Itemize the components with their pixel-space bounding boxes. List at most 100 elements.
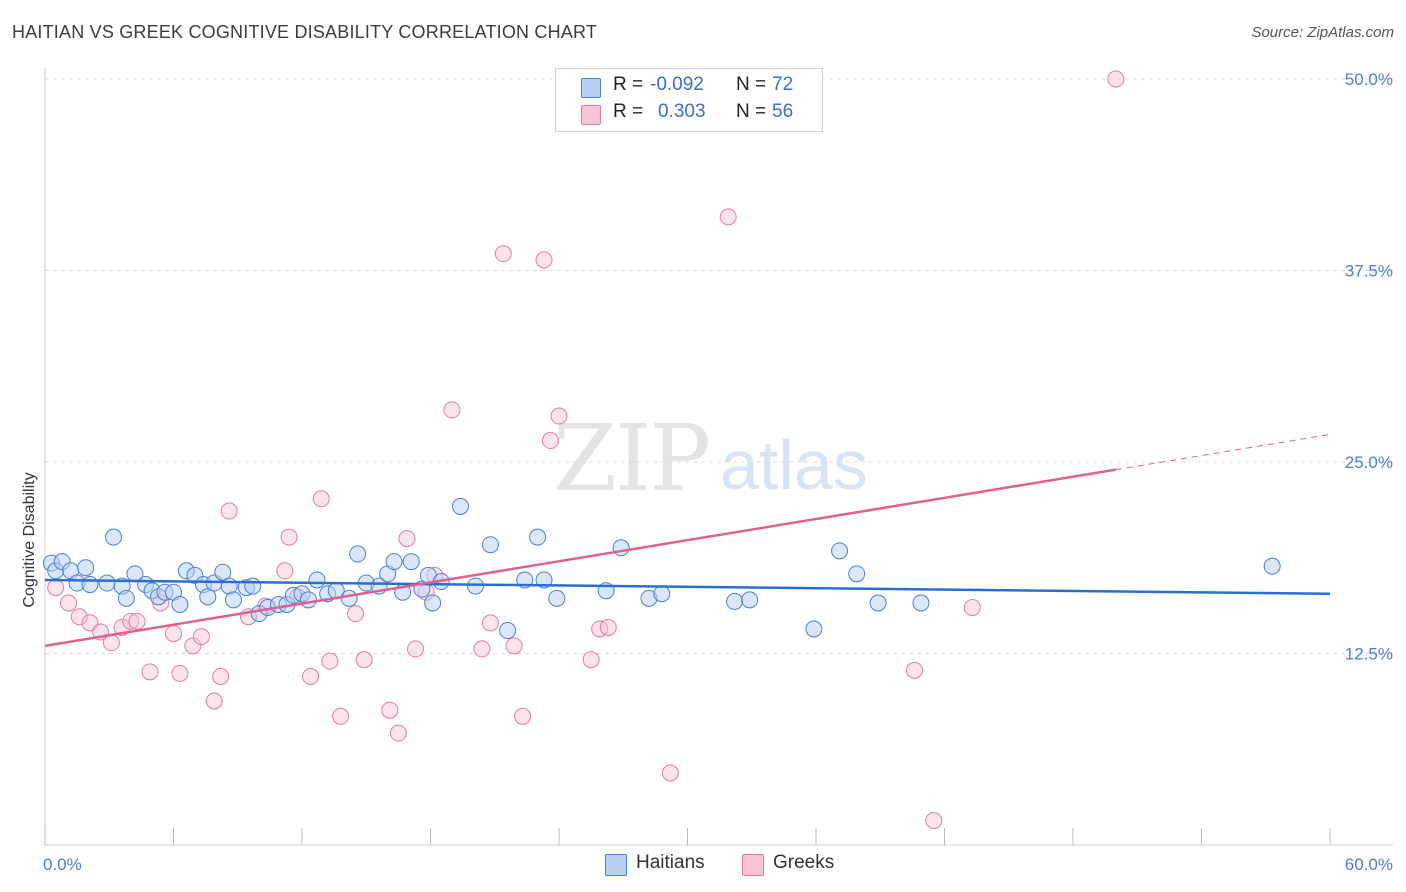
greeks-point	[963, 599, 981, 617]
haitians-point	[424, 594, 442, 612]
haitians-point	[1263, 557, 1281, 575]
legend-n-label: N =	[736, 74, 767, 95]
greeks-point	[276, 562, 294, 580]
greeks-point	[906, 661, 924, 679]
greeks-point	[128, 612, 146, 630]
y-axis-label: Cognitive Disability	[21, 472, 38, 607]
greeks-point	[599, 618, 617, 636]
greeks-point	[1107, 70, 1125, 88]
gridlines	[45, 78, 1393, 654]
watermark-zip: ZIP	[553, 405, 711, 512]
greeks-point	[389, 724, 407, 742]
haitians-point	[726, 592, 744, 610]
haitians-point	[77, 559, 95, 577]
haitians-point	[199, 588, 217, 606]
greeks-point	[719, 208, 737, 226]
legend-n-value: 56	[772, 101, 794, 122]
haitians-point	[831, 542, 849, 560]
greeks-point	[661, 764, 679, 782]
haitians-point	[244, 577, 262, 595]
greeks-point	[473, 640, 491, 658]
greeks-point	[355, 651, 373, 669]
haitians-point	[535, 571, 553, 589]
haitians-point	[805, 620, 823, 638]
haitians-points	[42, 497, 1281, 640]
greeks-swatch	[581, 105, 601, 125]
haitians-point	[451, 497, 469, 515]
haitians-point	[224, 591, 242, 609]
greeks-point	[925, 811, 943, 829]
greeks-point	[541, 432, 559, 450]
legend-r-label: R =	[613, 74, 644, 95]
greeks-point	[60, 594, 78, 612]
watermark-atlas: atlas	[720, 426, 868, 504]
greeks-point	[535, 251, 553, 269]
greeks-point	[407, 640, 425, 658]
legend-row-greeks: R = 0.303 N = 56	[556, 101, 822, 127]
haitians-point	[385, 553, 403, 571]
y-tick-label: 37.5%	[1345, 262, 1393, 281]
haitians-point	[466, 577, 484, 595]
haitians-point	[869, 594, 887, 612]
greeks-point	[481, 614, 499, 632]
haitians-point	[81, 576, 99, 594]
greeks-point	[514, 707, 532, 725]
haitians-point	[308, 571, 326, 589]
greeks-point	[184, 637, 202, 655]
haitians-point	[499, 622, 517, 640]
haitians-trend-line	[44, 578, 1331, 596]
haitians-point	[402, 553, 420, 571]
greeks-point	[321, 652, 339, 670]
greeks-point	[70, 608, 88, 626]
greeks-point	[171, 664, 189, 682]
greeks-point	[102, 634, 120, 652]
haitians-point	[349, 545, 367, 563]
haitians-point	[481, 536, 499, 554]
haitians-point	[612, 539, 630, 557]
legend-r-label: R =	[613, 101, 644, 122]
legend-n-value: 72	[772, 74, 794, 95]
greeks-point	[550, 407, 568, 425]
haitians-point	[912, 594, 930, 612]
series-legend: Haitians Greeks	[0, 852, 1406, 878]
legend-row-haitians: R = -0.092 N = 72	[556, 74, 822, 100]
greeks-point	[205, 692, 223, 710]
haitians-legend-swatch	[605, 854, 627, 876]
greeks-point	[165, 625, 182, 643]
haitians-point	[214, 563, 232, 581]
greeks-point	[332, 707, 350, 725]
haitians-point	[299, 591, 317, 609]
greeks-point	[122, 612, 140, 630]
haitians-point	[848, 565, 866, 583]
greeks-point	[591, 620, 609, 638]
greeks-point	[381, 701, 399, 719]
greeks-legend-label: Greeks	[773, 852, 835, 873]
greeks-point	[398, 530, 416, 548]
axes	[44, 68, 1393, 846]
legend-r-value: 0.303	[658, 101, 706, 122]
source-label: Source: ZipAtlas.com	[1251, 24, 1394, 41]
greeks-trend-extension	[1115, 433, 1331, 471]
correlation-legend: R = -0.092 N = 72 R = 0.303 N = 56	[555, 68, 823, 132]
y-tick-label: 25.0%	[1345, 453, 1393, 472]
greeks-point	[220, 502, 238, 520]
y-tick-label: 50.0%	[1345, 70, 1393, 89]
haitians-point	[340, 589, 358, 607]
haitians-point	[548, 589, 566, 607]
legend-r-value: -0.092	[650, 74, 704, 95]
greeks-point	[280, 528, 298, 546]
x-tick-label: 0.0%	[43, 855, 82, 874]
greeks-point	[494, 245, 512, 263]
haitians-point	[741, 591, 759, 609]
haitians-point	[653, 585, 671, 603]
greeks-point	[212, 667, 230, 685]
greeks-point	[347, 605, 365, 623]
greeks-point	[192, 628, 210, 646]
greeks-point	[505, 637, 523, 655]
x-tick-label: 60.0%	[1345, 855, 1393, 874]
y-tick-labels: 12.5% 25.0% 37.5% 50.0%	[1345, 70, 1393, 664]
legend-n-label: N =	[736, 101, 767, 122]
haitians-point	[98, 574, 116, 592]
haitians-legend-label: Haitians	[636, 852, 705, 873]
